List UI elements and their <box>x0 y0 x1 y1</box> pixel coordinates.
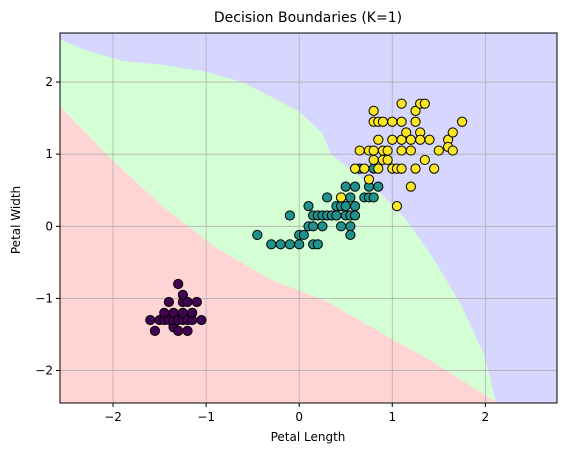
data-point-class-1 <box>345 221 356 232</box>
data-point-class-2 <box>349 163 361 174</box>
data-point-class-1 <box>340 200 351 212</box>
data-point-class-1 <box>368 192 379 203</box>
data-point-class-1 <box>317 221 328 232</box>
data-point-class-2 <box>363 174 375 185</box>
data-point-class-2 <box>391 200 403 212</box>
data-point-class-2 <box>447 127 458 138</box>
data-point-class-2 <box>377 116 389 127</box>
data-point-class-1 <box>373 181 384 192</box>
data-point-class-2 <box>396 116 407 127</box>
data-point-class-2 <box>405 181 416 192</box>
data-point-class-1 <box>298 229 309 241</box>
data-point-class-2 <box>382 154 393 166</box>
data-point-class-2 <box>415 134 426 145</box>
y-tick-label: −1 <box>35 291 53 305</box>
data-point-class-1 <box>349 200 361 212</box>
data-point-class-2 <box>405 134 416 145</box>
data-point-class-2 <box>373 163 384 174</box>
data-point-class-0 <box>182 325 193 336</box>
data-point-class-2 <box>424 134 435 145</box>
data-point-class-1 <box>331 210 342 221</box>
data-point-class-0 <box>177 289 188 300</box>
y-tick-label: 2 <box>45 75 53 89</box>
chart-title: Decision Boundaries (K=1) <box>214 10 402 26</box>
data-point-class-1 <box>308 221 319 232</box>
data-point-class-1 <box>294 239 305 250</box>
data-point-class-2 <box>359 163 370 174</box>
data-point-class-0 <box>182 296 193 308</box>
x-tick-label: 0 <box>295 410 303 424</box>
plot-frame <box>59 32 558 404</box>
data-point-class-2 <box>373 134 384 145</box>
data-point-class-1 <box>312 239 323 250</box>
data-point-class-1 <box>345 229 356 241</box>
data-point-class-2 <box>456 116 468 127</box>
x-tick-label: −1 <box>197 410 215 424</box>
data-point-class-1 <box>349 210 361 221</box>
data-point-class-2 <box>419 154 430 166</box>
data-point-class-0 <box>145 314 156 326</box>
data-point-class-0 <box>196 314 207 326</box>
data-point-class-2 <box>396 163 407 174</box>
x-tick-label: −2 <box>104 410 122 424</box>
data-point-class-1 <box>322 192 333 203</box>
y-tick-label: 1 <box>45 147 53 161</box>
data-point-class-1 <box>345 192 356 203</box>
data-point-class-0 <box>163 296 174 308</box>
data-point-class-1 <box>252 229 263 241</box>
y-tick-label: −2 <box>35 364 53 378</box>
data-point-class-1 <box>275 239 286 250</box>
data-point-class-1 <box>335 221 347 232</box>
data-point-class-1 <box>340 181 351 192</box>
data-point-class-2 <box>410 116 421 127</box>
data-point-class-2 <box>405 145 416 156</box>
data-point-class-1 <box>303 200 314 212</box>
data-point-class-2 <box>410 105 421 116</box>
data-point-class-2 <box>401 127 412 138</box>
data-point-class-0 <box>173 325 184 336</box>
data-point-class-1 <box>284 210 295 221</box>
data-point-class-2 <box>429 163 440 174</box>
data-point-class-2 <box>368 105 379 116</box>
data-point-class-0 <box>191 296 202 308</box>
data-point-class-0 <box>187 307 198 318</box>
data-point-class-2 <box>354 145 365 156</box>
y-axis-label: Petal Width <box>9 186 23 254</box>
data-point-class-2 <box>410 163 421 174</box>
plot-area: −2 −1 0 1 2 −2 −1 0 1 2 <box>35 32 558 424</box>
data-point-class-1 <box>349 181 361 192</box>
data-point-class-2 <box>387 134 398 145</box>
data-point-class-2 <box>396 145 407 156</box>
x-tick-label: 2 <box>482 410 490 424</box>
data-point-class-2 <box>335 192 347 203</box>
data-point-class-2 <box>433 145 444 156</box>
data-point-class-2 <box>368 154 379 166</box>
data-point-class-0 <box>173 278 184 290</box>
x-tick-label: 1 <box>388 410 396 424</box>
data-point-class-2 <box>419 98 430 109</box>
x-axis-label: Petal Length <box>271 430 346 444</box>
data-point-class-2 <box>447 145 458 156</box>
data-point-class-2 <box>396 98 407 109</box>
data-point-class-2 <box>368 145 379 156</box>
data-point-class-0 <box>149 325 161 336</box>
y-tick-label: 0 <box>45 219 53 233</box>
data-point-class-2 <box>387 116 398 127</box>
data-point-class-2 <box>382 145 393 156</box>
data-point-class-1 <box>284 239 295 250</box>
data-point-class-1 <box>266 239 277 250</box>
